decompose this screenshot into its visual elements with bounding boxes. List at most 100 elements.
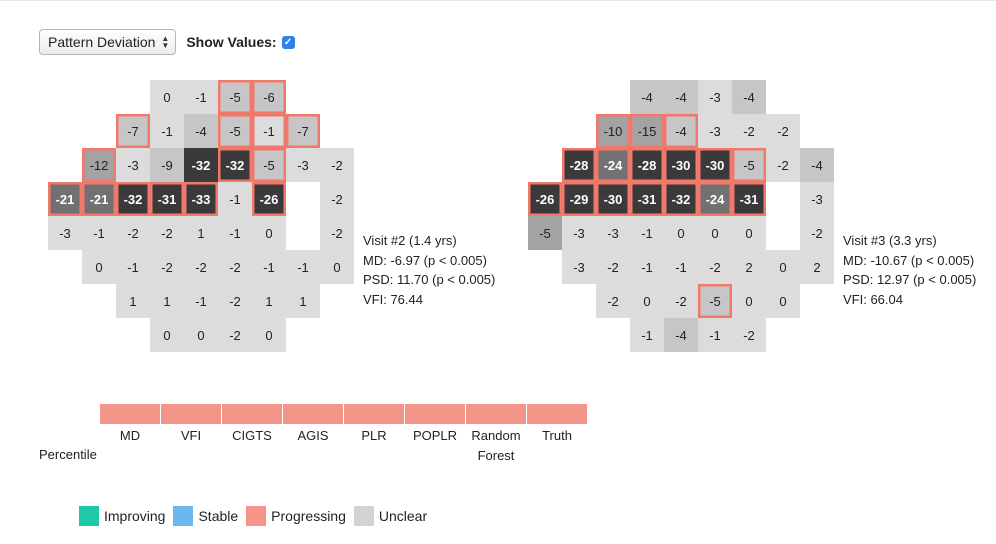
- field-cell[interactable]: [630, 250, 664, 284]
- field-cell[interactable]: [562, 182, 596, 216]
- model-truth[interactable]: Truth: [527, 404, 587, 466]
- field-cell[interactable]: [732, 148, 766, 182]
- field-cell[interactable]: [116, 284, 150, 318]
- model-agis[interactable]: AGIS: [283, 404, 343, 466]
- field-cell[interactable]: [596, 114, 630, 148]
- field-cell[interactable]: [286, 284, 320, 318]
- field-cell[interactable]: [116, 216, 150, 250]
- field-cell[interactable]: [630, 80, 664, 114]
- field-cell[interactable]: [664, 318, 698, 352]
- field-cell[interactable]: [698, 80, 732, 114]
- field-cell[interactable]: [698, 182, 732, 216]
- field-cell[interactable]: [732, 182, 766, 216]
- field-cell[interactable]: [630, 148, 664, 182]
- field-cell[interactable]: [252, 80, 286, 114]
- field-cell[interactable]: [184, 114, 218, 148]
- field-cell[interactable]: [320, 182, 354, 216]
- field-cell[interactable]: [184, 250, 218, 284]
- field-cell[interactable]: [766, 114, 800, 148]
- field-cell[interactable]: [664, 250, 698, 284]
- field-cell[interactable]: [698, 148, 732, 182]
- field-cell[interactable]: [766, 250, 800, 284]
- field-cell[interactable]: [766, 148, 800, 182]
- field-cell[interactable]: [252, 114, 286, 148]
- field-cell[interactable]: [218, 114, 252, 148]
- field-cell[interactable]: [150, 80, 184, 114]
- field-cell[interactable]: [48, 216, 82, 250]
- field-cell[interactable]: [732, 284, 766, 318]
- field-cell[interactable]: [528, 182, 562, 216]
- field-cell[interactable]: [286, 250, 320, 284]
- field-cell[interactable]: [116, 148, 150, 182]
- field-cell[interactable]: [184, 182, 218, 216]
- field-cell[interactable]: [252, 216, 286, 250]
- field-cell[interactable]: [732, 114, 766, 148]
- field-cell[interactable]: [562, 250, 596, 284]
- field-cell[interactable]: [252, 148, 286, 182]
- field-cell[interactable]: [800, 148, 834, 182]
- show-values-checkbox[interactable]: ✓: [281, 35, 295, 49]
- field-cell[interactable]: [596, 284, 630, 318]
- field-cell[interactable]: [218, 182, 252, 216]
- field-cell[interactable]: [184, 216, 218, 250]
- model-plr[interactable]: PLR: [344, 404, 404, 466]
- field-cell[interactable]: [664, 114, 698, 148]
- model-poplr[interactable]: POPLR: [405, 404, 465, 466]
- field-cell[interactable]: [218, 148, 252, 182]
- model-md[interactable]: MD: [100, 404, 160, 466]
- field-cell[interactable]: [82, 250, 116, 284]
- field-cell[interactable]: [286, 114, 320, 148]
- field-cell[interactable]: [48, 182, 82, 216]
- field-cell[interactable]: [218, 318, 252, 352]
- field-cell[interactable]: [286, 148, 320, 182]
- field-cell[interactable]: [732, 216, 766, 250]
- field-cell[interactable]: [218, 80, 252, 114]
- field-cell[interactable]: [664, 148, 698, 182]
- field-cell[interactable]: [630, 182, 664, 216]
- field-cell[interactable]: [252, 182, 286, 216]
- field-cell[interactable]: [252, 284, 286, 318]
- field-cell[interactable]: [664, 216, 698, 250]
- field-cell[interactable]: [218, 216, 252, 250]
- field-cell[interactable]: [698, 216, 732, 250]
- field-cell[interactable]: [630, 114, 664, 148]
- field-cell[interactable]: [320, 148, 354, 182]
- field-cell[interactable]: [800, 182, 834, 216]
- model-vfi[interactable]: VFI: [161, 404, 221, 466]
- field-cell[interactable]: [184, 80, 218, 114]
- field-cell[interactable]: [320, 216, 354, 250]
- field-cell[interactable]: [150, 148, 184, 182]
- field-cell[interactable]: [82, 182, 116, 216]
- field-cell[interactable]: [320, 250, 354, 284]
- field-cell[interactable]: [82, 216, 116, 250]
- field-cell[interactable]: [562, 216, 596, 250]
- field-cell[interactable]: [596, 182, 630, 216]
- field-cell[interactable]: [664, 80, 698, 114]
- field-cell[interactable]: [562, 148, 596, 182]
- field-cell[interactable]: [800, 216, 834, 250]
- field-cell[interactable]: [596, 148, 630, 182]
- field-cell[interactable]: [252, 318, 286, 352]
- model-random-forest[interactable]: Random Forest: [466, 404, 526, 466]
- field-cell[interactable]: [528, 216, 562, 250]
- field-cell[interactable]: [184, 318, 218, 352]
- field-cell[interactable]: [116, 182, 150, 216]
- field-cell[interactable]: [630, 318, 664, 352]
- field-cell[interactable]: [218, 250, 252, 284]
- field-cell[interactable]: [150, 284, 184, 318]
- field-cell[interactable]: [698, 250, 732, 284]
- field-cell[interactable]: [732, 80, 766, 114]
- field-cell[interactable]: [596, 250, 630, 284]
- field-cell[interactable]: [184, 284, 218, 318]
- field-cell[interactable]: [664, 284, 698, 318]
- field-cell[interactable]: [630, 284, 664, 318]
- field-cell[interactable]: [218, 284, 252, 318]
- field-cell[interactable]: [150, 216, 184, 250]
- field-cell[interactable]: [732, 250, 766, 284]
- field-cell[interactable]: [664, 182, 698, 216]
- field-cell[interactable]: [698, 318, 732, 352]
- field-cell[interactable]: [698, 284, 732, 318]
- field-cell[interactable]: [766, 284, 800, 318]
- field-cell[interactable]: [252, 250, 286, 284]
- field-cell[interactable]: [150, 114, 184, 148]
